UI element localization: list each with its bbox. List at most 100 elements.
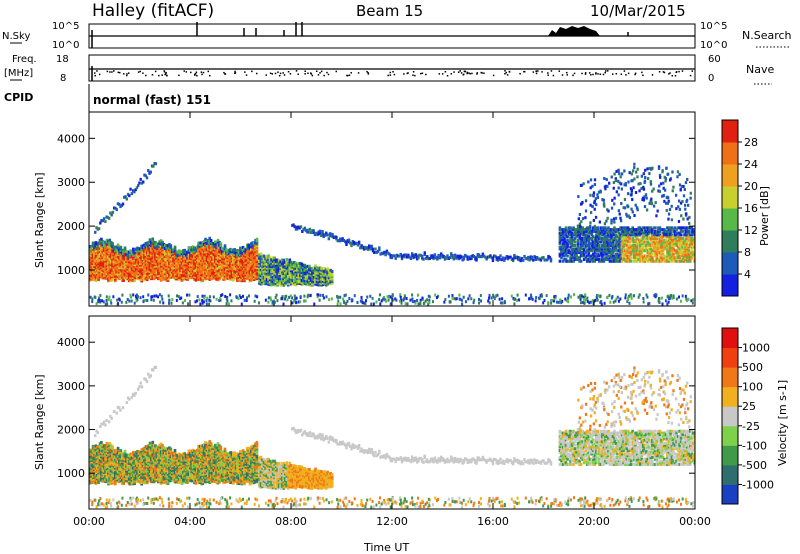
echo-cell: [576, 243, 580, 247]
echo-cell: [248, 263, 252, 267]
echo-cell: [637, 238, 641, 242]
echo-cell: [658, 228, 662, 232]
echo-cell: [243, 271, 246, 275]
echo-cell: [248, 255, 252, 259]
echo-cell: [549, 257, 553, 261]
echo-cell: [102, 266, 106, 270]
echo-cell: [602, 231, 606, 235]
echo-cell: [288, 275, 292, 279]
echo-cell: [143, 251, 146, 255]
echo-cell: [675, 250, 678, 254]
echo-cell: [91, 274, 95, 278]
echo-cell: [89, 249, 92, 253]
echo-cell: [270, 278, 273, 282]
nave-dot: [393, 73, 396, 76]
echo-cell: [245, 273, 249, 277]
echo-cell: [120, 263, 124, 267]
echo-cell: [596, 254, 600, 258]
echo-cell: [109, 261, 113, 265]
echo-cell: [134, 272, 138, 276]
echo-cell: [89, 271, 92, 275]
echo-cell: [623, 252, 627, 256]
echo-cell: [470, 256, 473, 260]
echo-cell: [211, 248, 214, 252]
echo-cell: [145, 246, 149, 250]
echo-cell: [198, 255, 202, 259]
echo-cell: [321, 281, 325, 285]
echo-cell: [102, 258, 106, 262]
echo-cell: [331, 234, 334, 238]
echo-cell: [655, 245, 659, 249]
echo-cell: [184, 272, 188, 276]
echo-cell: [591, 243, 595, 247]
echo-cell: [558, 259, 562, 263]
echo-cell: [244, 256, 248, 260]
echo-cell: [250, 272, 253, 276]
echo-cell: [213, 259, 217, 263]
echo-cell: [93, 250, 96, 254]
echo-cell: [670, 259, 674, 263]
echo-cell: [330, 273, 334, 277]
echo-cell: [666, 245, 669, 249]
echo-cell: [649, 249, 653, 253]
echo-cell: [151, 264, 155, 268]
echo-cell: [302, 268, 305, 272]
echo-cell: [211, 246, 214, 250]
echo-cell: [99, 221, 102, 225]
echo-cell: [632, 250, 636, 254]
echo-cell: [208, 268, 212, 272]
echo-cell: [155, 259, 159, 263]
echo-cell: [177, 269, 181, 273]
echo-cell: [166, 256, 170, 260]
echo-cell: [172, 249, 175, 253]
echo-cell: [193, 252, 196, 256]
echo-cell: [267, 271, 270, 275]
echo-cell: [276, 263, 279, 267]
echo-cell: [207, 273, 210, 277]
echo-cell: [619, 257, 622, 261]
echo-cell: [490, 255, 493, 259]
echo-cell: [518, 256, 521, 260]
echo-cell: [97, 263, 100, 267]
echo-cell: [98, 270, 102, 274]
echo-cell: [321, 276, 325, 280]
echo-cell: [150, 259, 153, 263]
echo-cell: [195, 253, 199, 257]
echo-cell: [218, 244, 221, 248]
echo-cell: [262, 279, 266, 283]
echo-cell: [251, 250, 255, 254]
echo-cell: [622, 229, 625, 233]
echo-cell: [218, 245, 221, 249]
echo-cell: [632, 249, 636, 253]
echo-cell: [283, 264, 287, 268]
echo-cell: [219, 254, 223, 258]
echo-cell: [511, 257, 515, 261]
echo-cell: [113, 274, 117, 278]
echo-cell: [261, 260, 264, 264]
echo-cell: [141, 271, 145, 275]
echo-cell: [641, 259, 645, 263]
echo-cell: [651, 249, 654, 253]
echo-cell: [207, 276, 210, 280]
echo-cell: [197, 274, 200, 278]
echo-cell: [619, 252, 622, 256]
echo-cell: [422, 257, 425, 261]
echo-cell: [152, 270, 156, 274]
echo-cell: [148, 246, 152, 250]
echo-cell: [213, 273, 217, 277]
echo-cell: [179, 270, 182, 274]
echo-cell: [314, 279, 317, 283]
echo-cell: [232, 267, 235, 271]
echo-cell: [95, 244, 99, 248]
echo-cell: [620, 235, 624, 239]
echo-cell: [213, 254, 217, 258]
echo-cell: [286, 283, 290, 287]
echo-cell: [320, 276, 323, 280]
echo-cell: [254, 264, 257, 268]
echo-cell: [150, 245, 153, 249]
echo-cell: [682, 257, 686, 261]
echo-cell: [104, 259, 107, 263]
echo-cell: [93, 277, 96, 281]
echo-cell: [173, 275, 177, 279]
echo-cell: [241, 258, 245, 262]
